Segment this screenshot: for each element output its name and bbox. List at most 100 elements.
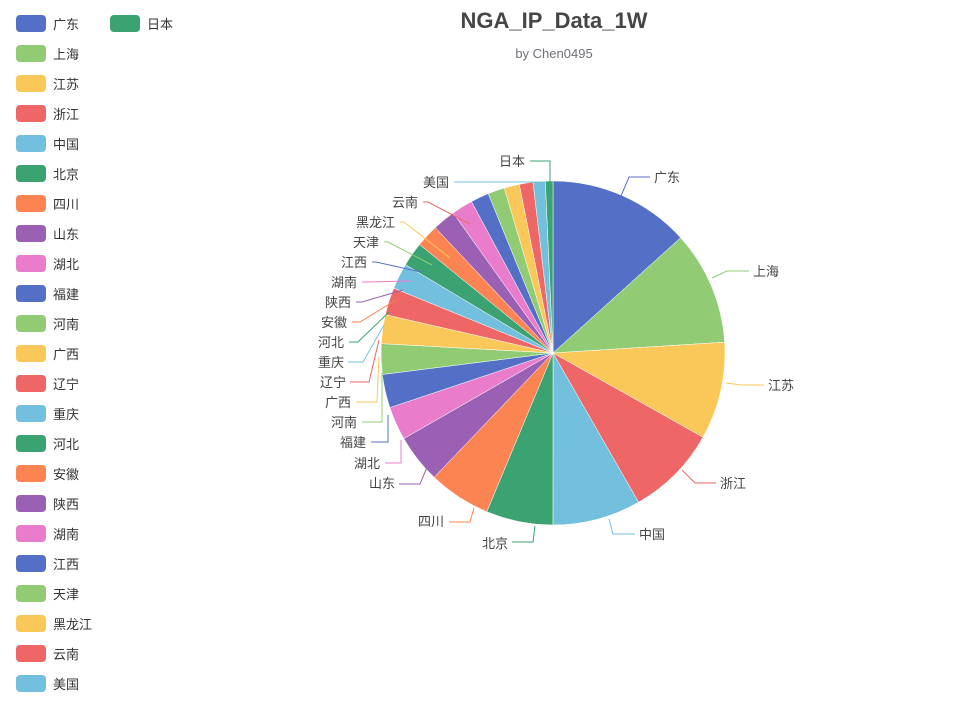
legend-swatch-icon [16,674,46,692]
legend-swatch-icon [110,14,140,32]
legend-label: 浙江 [53,107,80,123]
leader-line [385,440,402,464]
legend-label: 黑龙江 [53,617,93,633]
legend-item[interactable]: 湖北 [16,254,80,273]
legend-item[interactable]: 云南 [16,644,79,663]
legend-label: 湖北 [53,257,80,273]
legend-label: 江西 [53,557,80,573]
leader-line [423,201,471,225]
legend-swatch-icon [16,104,46,122]
legend-item[interactable]: 北京 [16,164,79,183]
leader-line [399,464,429,485]
legend-swatch-icon [16,464,46,482]
legend-item[interactable]: 浙江 [16,104,80,123]
legend-label: 中国 [53,137,80,153]
legend-label: 天津 [53,587,80,603]
leader-line [356,289,404,303]
legend-swatch-icon [16,134,46,152]
pie-slice-1[interactable] [552,180,682,354]
chart-subtitle: by Chen0495 [515,46,593,61]
legend-item[interactable]: 河北 [16,434,79,453]
legend-item[interactable]: 江苏 [16,74,79,93]
leader-line [400,221,451,259]
legend-label: 日本 [147,17,174,33]
leader-line [362,373,383,423]
leader-line [349,311,390,343]
legend-item[interactable]: 福建 [16,284,79,303]
legend-label: 广东 [53,17,80,33]
legend-item[interactable]: 湖南 [16,524,80,543]
slice-label: 河南 [331,415,357,431]
pie-slice-5[interactable] [552,352,639,526]
legend-swatch-icon [16,74,46,92]
slice-label: 上海 [753,265,779,280]
legend-label: 湖南 [53,527,80,543]
slice-label: 重庆 [318,355,344,371]
pie-slice-24[interactable] [545,180,554,354]
legend-label: 重庆 [53,407,80,423]
legend-item[interactable]: 广西 [16,344,80,363]
legend-item[interactable]: 美国 [16,674,80,693]
legend-swatch-icon [16,44,46,62]
leader-line [512,525,536,543]
legend-item[interactable]: 河南 [16,314,80,333]
legend-item[interactable]: 重庆 [16,404,80,423]
leader-line [356,356,380,403]
pie-slice-2[interactable] [552,237,725,354]
slice-label: 天津 [353,236,379,251]
leader-line [384,241,433,266]
legend-swatch-icon [16,314,46,332]
legend-label: 美国 [53,677,80,693]
pie-slice-4[interactable] [552,352,704,503]
legend-item[interactable]: 天津 [16,584,80,603]
legend-label: 陕西 [53,497,80,513]
slice-label: 广西 [325,396,351,411]
legend-swatch-icon [16,494,46,512]
leader-line [362,280,412,283]
legend-label: 河南 [53,317,80,333]
slice-label: 陕西 [325,296,351,311]
chart-title: NGA_IP_Data_1W [460,8,648,33]
leader-line [620,176,650,197]
legend-item[interactable]: 四川 [16,194,80,213]
legend-item[interactable]: 黑龙江 [16,614,93,633]
legend-swatch-icon [16,614,46,632]
legend-item[interactable]: 广东 [16,14,80,33]
legend-swatch-icon [16,344,46,362]
slice-label: 浙江 [720,477,746,492]
slice-label: 福建 [340,436,366,451]
legend-label: 上海 [53,47,80,63]
legend-item[interactable]: 日本 [110,14,174,33]
legend-label: 安徽 [53,467,80,483]
leader-line [725,382,764,386]
slice-label: 河北 [318,336,344,351]
legend-item[interactable]: 江西 [16,554,80,573]
legend-item[interactable]: 安徽 [16,464,80,483]
slice-label: 四川 [418,515,444,530]
pie-slices [380,180,726,526]
legend-label: 广西 [53,347,80,363]
legend-swatch-icon [16,524,46,542]
legend-item[interactable]: 辽宁 [16,374,79,393]
legend-swatch-icon [16,554,46,572]
slice-label: 湖北 [354,457,380,472]
legend-item[interactable]: 上海 [16,44,80,63]
legend-swatch-icon [16,404,46,422]
legend-item[interactable]: 陕西 [16,494,80,513]
legend-label: 四川 [53,197,80,213]
slice-label: 江苏 [768,378,794,394]
legend-item[interactable]: 中国 [16,134,80,153]
legend-swatch-icon [16,284,46,302]
legend-swatch-icon [16,224,46,242]
leader-line [711,270,749,279]
slice-label: 日本 [499,155,525,170]
slice-label: 北京 [482,537,508,552]
legend-item[interactable]: 山东 [16,224,79,243]
legend-swatch-icon [16,374,46,392]
legend-swatch-icon [16,14,46,32]
slice-label: 黑龙江 [356,216,395,231]
leader-line [449,507,475,523]
pie-slice-3[interactable] [552,341,726,438]
slice-label: 美国 [423,176,449,191]
